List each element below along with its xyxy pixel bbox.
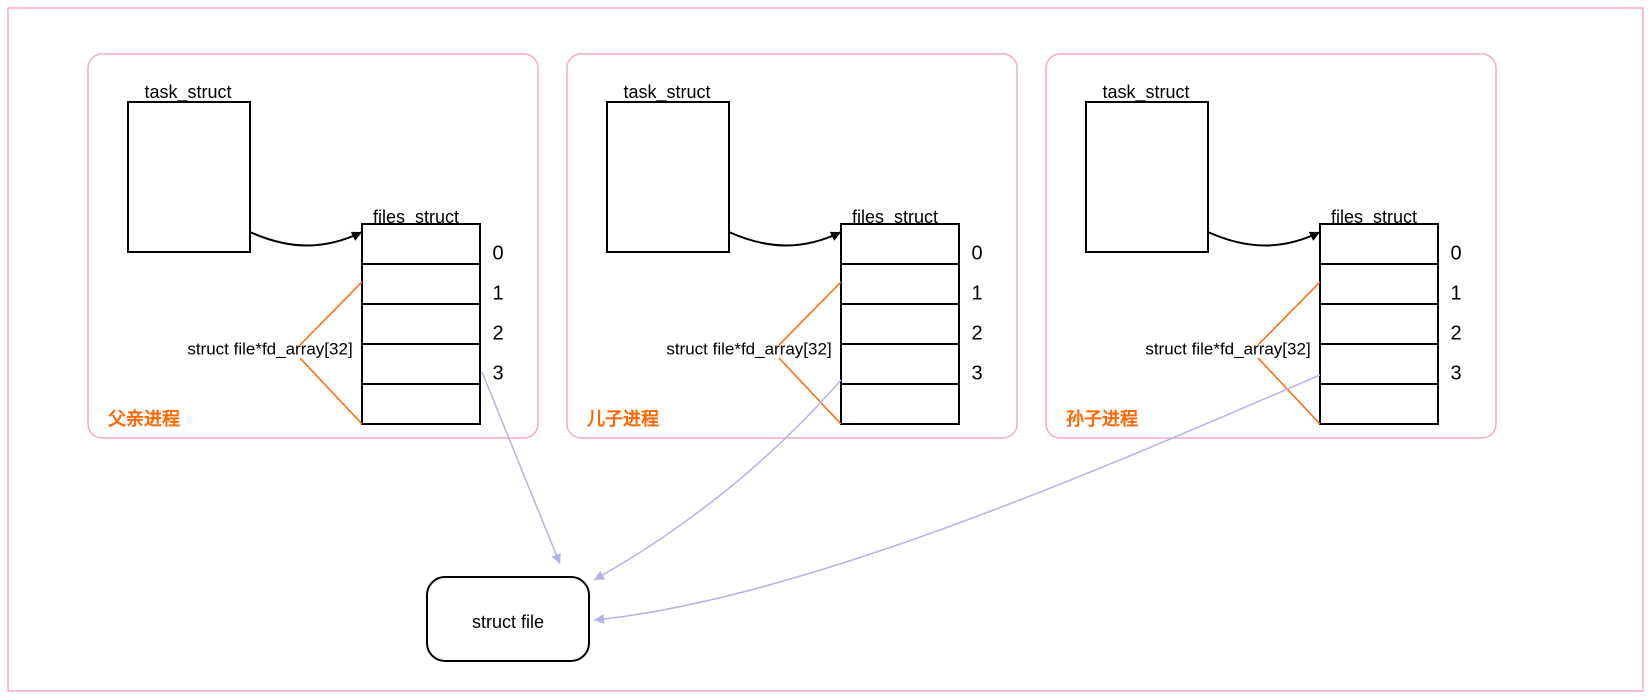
task-struct-box [128, 102, 250, 252]
fd-array-label: struct file*fd_array[32] [666, 339, 831, 358]
fd-array-cell [1320, 384, 1438, 424]
task-struct-box [1086, 102, 1208, 252]
fd-array-label: struct file*fd_array[32] [1145, 339, 1310, 358]
fd-array-cell [841, 264, 959, 304]
fd-array-cell [362, 344, 480, 384]
fd-index: 0 [1450, 242, 1461, 264]
fd-index: 2 [1450, 322, 1461, 344]
fd-array-cell [1320, 224, 1438, 264]
process-diagram: 父亲进程task_structfiles_struct0123struct fi… [0, 0, 1651, 699]
fd-array-cell [1320, 344, 1438, 384]
fd-array-cell [841, 384, 959, 424]
fd-index: 1 [492, 282, 503, 304]
process-title: 儿子进程 [586, 409, 659, 429]
fd-array-cell [362, 384, 480, 424]
fd-array-cell [841, 344, 959, 384]
fd-array-cell [362, 304, 480, 344]
fd-index: 3 [971, 362, 982, 384]
fd-index: 0 [971, 242, 982, 264]
process-child: 儿子进程task_structfiles_struct0123struct fi… [567, 54, 1017, 580]
process-title: 孙子进程 [1066, 409, 1138, 429]
fd-index: 2 [971, 322, 982, 344]
fd-array-cell [362, 224, 480, 264]
process-parent: 父亲进程task_structfiles_struct0123struct fi… [88, 54, 560, 564]
struct-file-label: struct file [472, 612, 544, 632]
fd-array-cell [1320, 304, 1438, 344]
task-struct-label: task_struct [1102, 82, 1189, 103]
fd-array-label: struct file*fd_array[32] [187, 339, 352, 358]
task-struct-label: task_struct [144, 82, 231, 103]
process-title: 父亲进程 [108, 408, 180, 429]
task-struct-label: task_struct [623, 82, 710, 103]
fd-array-cell [841, 224, 959, 264]
fd-index: 2 [492, 322, 503, 344]
fd-index: 3 [1450, 362, 1461, 384]
task-struct-box [607, 102, 729, 252]
fd-index: 3 [492, 362, 503, 384]
fd-index: 1 [971, 282, 982, 304]
fd-index: 1 [1450, 282, 1461, 304]
fd-array-cell [362, 264, 480, 304]
fd-array-cell [1320, 264, 1438, 304]
fd-index: 0 [492, 242, 503, 264]
fd-array-cell [841, 304, 959, 344]
